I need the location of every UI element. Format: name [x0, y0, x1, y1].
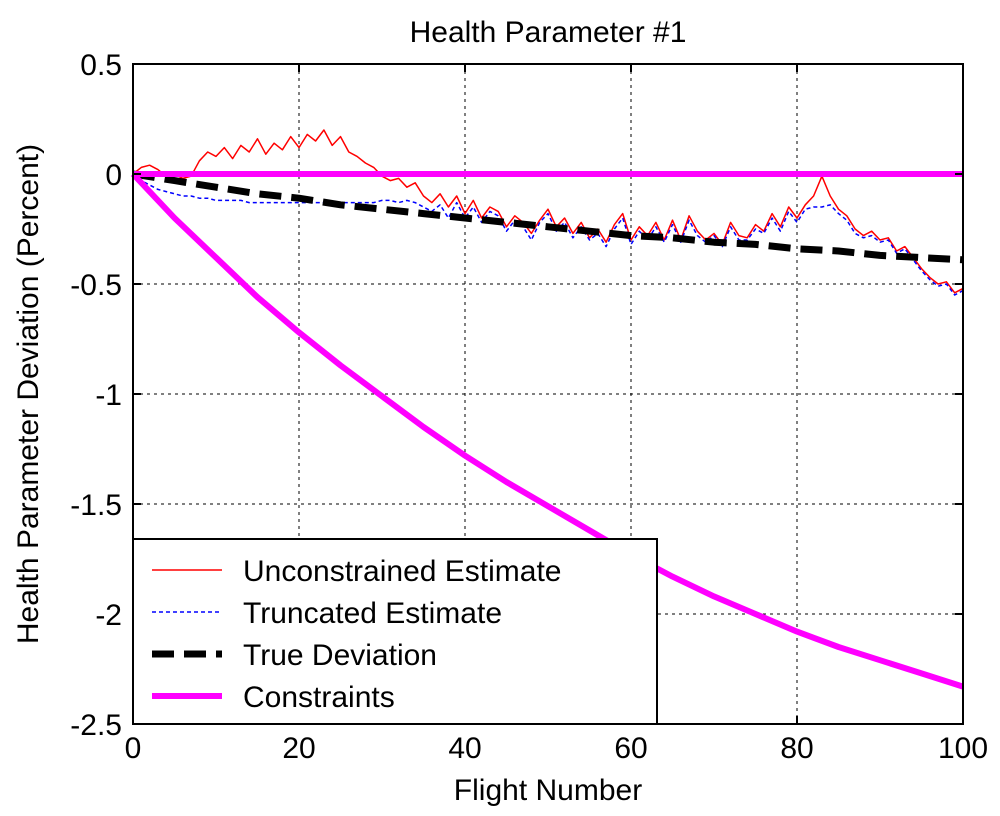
axis-ticks: 0 20 40 60 80 100 -2.5 -2 -1.5 -1 -0.5 0 0.5	[70, 49, 988, 765]
legend-label: True Deviation	[243, 639, 437, 672]
y-axis-label: Health Parameter Deviation (Percent)	[12, 144, 45, 644]
x-tick-label: 80	[780, 732, 813, 765]
x-tick-label: 60	[614, 732, 647, 765]
x-tick-label: 0	[125, 732, 142, 765]
x-tick-label: 20	[282, 732, 315, 765]
series-line-constraints	[130, 171, 964, 690]
y-tick-label: -0.5	[70, 269, 122, 302]
y-tick-label: -2	[95, 599, 122, 632]
y-tick-label: -1.5	[70, 489, 122, 522]
y-tick-label: 0.5	[80, 49, 122, 82]
legend-label: Truncated Estimate	[243, 597, 502, 630]
y-tick-label: -1	[95, 379, 122, 412]
series-lines	[130, 129, 964, 690]
x-axis-label: Flight Number	[454, 774, 642, 807]
legend: Unconstrained Estimate Truncated Estimate…	[132, 538, 658, 725]
legend-label: Unconstrained Estimate	[243, 555, 562, 588]
series-line-unconstrained-estimate	[132, 129, 964, 294]
x-tick-label: 100	[938, 732, 988, 765]
y-tick-label: 0	[105, 159, 122, 192]
chart-title: Health Parameter #1	[410, 16, 687, 49]
y-tick-label: -2.5	[70, 709, 122, 742]
series-line-truncated-estimate	[132, 173, 964, 296]
x-tick-label: 40	[448, 732, 481, 765]
series-line-true-deviation	[132, 170, 964, 264]
legend-label: Constraints	[243, 681, 395, 714]
